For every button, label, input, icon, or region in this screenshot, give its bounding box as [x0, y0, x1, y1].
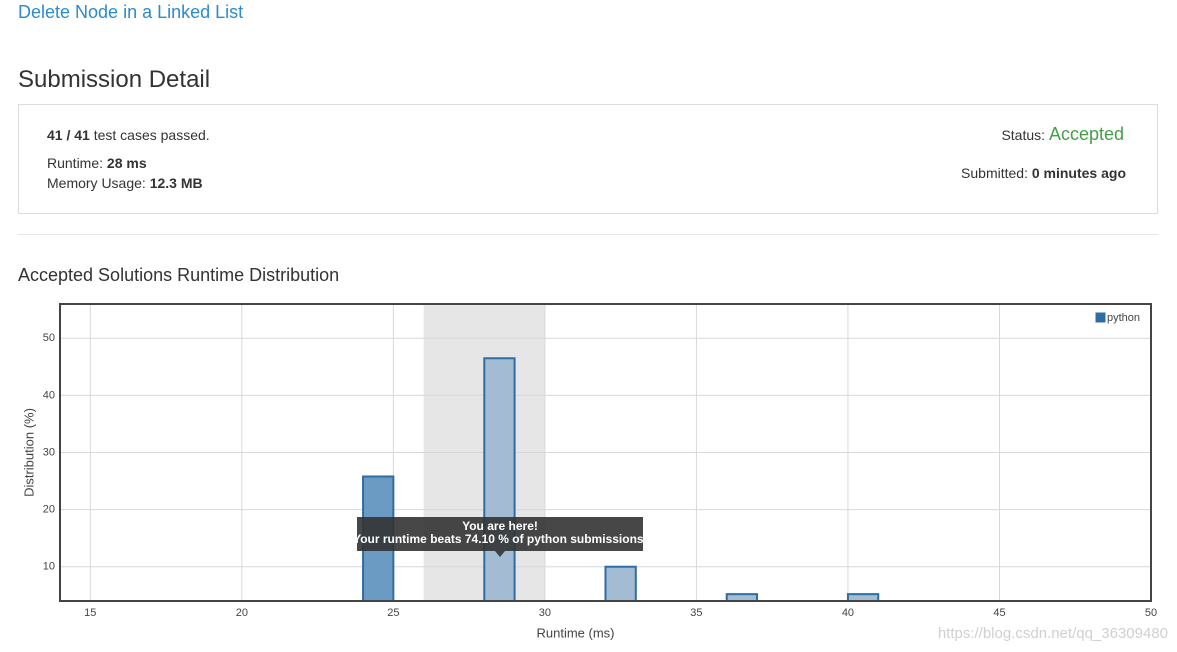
passed: 41 / 41 — [47, 127, 90, 143]
status-label: Status: — [1001, 127, 1046, 143]
x-tick-label: 25 — [387, 607, 399, 619]
y-tick-label: 30 — [43, 446, 55, 458]
watermark: https://blog.csdn.net/qq_36309480 — [938, 625, 1168, 642]
submitted-line: Submitted: 0 minutes ago — [961, 165, 1126, 181]
tooltip-arrow — [495, 551, 505, 557]
status: Accepted — [1048, 124, 1124, 144]
bar — [604, 565, 637, 603]
runtime-label: Runtime: — [47, 155, 104, 171]
summary-box — [18, 104, 1158, 214]
memory: 12.3 MB — [149, 175, 203, 191]
memory-label: Memory Usage: — [47, 175, 146, 191]
tooltip-box — [357, 517, 643, 551]
x-tick-label: 40 — [842, 607, 854, 619]
x-tick-label: 50 — [1145, 607, 1157, 619]
x-tick-label: 15 — [84, 607, 96, 619]
memory-line: Memory Usage: 12.3 MB — [47, 175, 203, 191]
section-title: Accepted Solutions Runtime Distribution — [18, 265, 340, 285]
passed-text: test cases passed. — [93, 127, 210, 143]
submitted: 0 minutes ago — [1031, 165, 1126, 181]
plot-frame — [59, 303, 1152, 602]
bar — [483, 357, 516, 602]
y-tick-label: 20 — [43, 504, 55, 516]
bar — [725, 593, 759, 602]
bar — [846, 593, 880, 602]
heading: Submission Detail — [18, 66, 211, 93]
x-tick-label: 30 — [539, 607, 551, 619]
legend-swatch — [1094, 311, 1107, 324]
x-axis-label: Runtime (ms) — [536, 625, 614, 640]
legend-label: python — [1107, 312, 1140, 324]
tooltip-text: You are here! — [462, 519, 538, 533]
submitted-label: Submitted: — [961, 165, 1028, 181]
status-line: Status: Accepted — [1001, 124, 1124, 145]
passed-line: 41 / 41 test cases passed. — [47, 127, 210, 143]
x-tick-label: 35 — [690, 607, 702, 619]
x-tick-label: 20 — [236, 607, 248, 619]
y-tick-label: 10 — [43, 561, 55, 573]
y-tick-label: 50 — [43, 332, 55, 344]
chart: 15 20 25 30 35 40 45 50 10 20 30 40 50 Runtime (ms) Di… — [21, 303, 1168, 642]
divider — [18, 234, 1158, 235]
tooltip-text: Your runtime beats 74.10 % of python sub… — [353, 532, 647, 546]
x-tick-label: 45 — [993, 607, 1005, 619]
y-tick-label: 40 — [43, 389, 55, 401]
runtime: 28 ms — [106, 155, 147, 171]
runtime-line: Runtime: 28 ms — [47, 155, 147, 171]
problem-link[interactable]: Delete Node in a Linked List — [18, 2, 244, 22]
y-axis-label: Distribution (%) — [21, 408, 36, 497]
